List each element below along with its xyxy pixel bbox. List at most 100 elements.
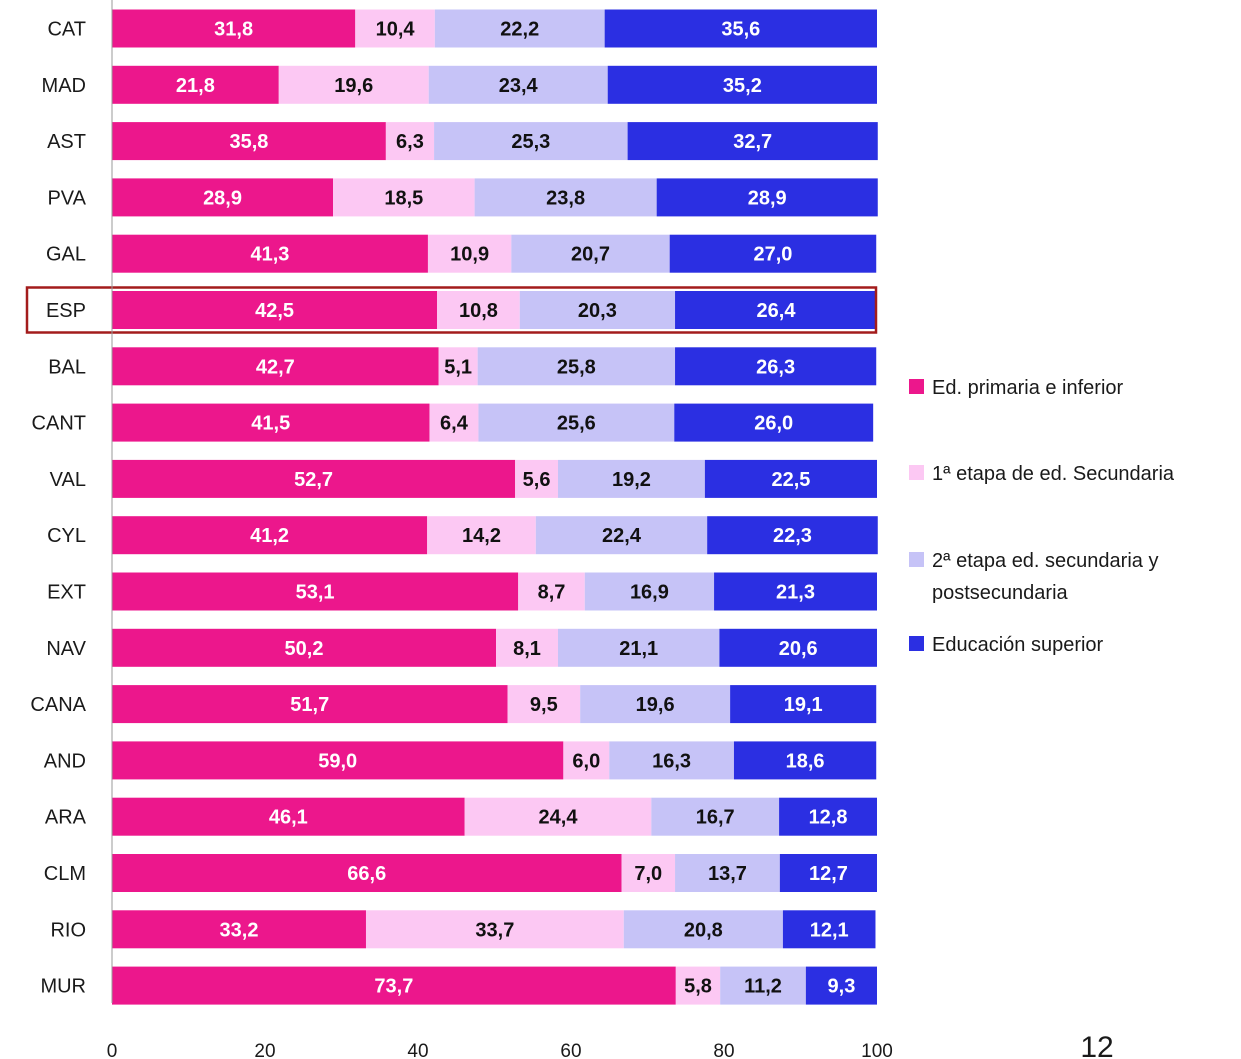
data-label: 25,8 [557, 356, 596, 378]
data-label: 8,1 [513, 638, 541, 660]
legend-label: Ed. primaria e inferior [932, 377, 1124, 399]
data-label: 16,7 [696, 807, 735, 829]
bar-segment [518, 572, 585, 611]
bar-segment [563, 741, 610, 780]
data-label: 66,6 [347, 863, 386, 885]
x-tick-label: 60 [560, 1041, 581, 1059]
category-label: VAL [50, 469, 86, 491]
bar-segment [112, 966, 676, 1005]
data-label: 5,6 [523, 469, 551, 491]
bar-segment [782, 910, 876, 949]
data-label: 20,3 [578, 300, 617, 322]
bar-segment [627, 122, 878, 161]
category-label: CANA [30, 694, 86, 716]
data-label: 14,2 [462, 525, 501, 547]
category-label: CANT [32, 413, 86, 435]
category-label: PVA [47, 187, 86, 209]
page-number: 12 [1080, 1031, 1113, 1059]
data-label: 42,7 [256, 356, 295, 378]
highlight-box [25, 286, 878, 334]
bars-group: 31,8 10,4 22,2 35,6 21,8 19,6 23,4 35,2 35,8 6,3 2… [25, 9, 878, 1005]
bar-segment [674, 403, 874, 442]
data-label: 22,4 [602, 525, 642, 547]
category-label: RIO [50, 919, 86, 941]
legend-swatch [909, 552, 924, 567]
data-label: 21,3 [776, 582, 815, 604]
category-label: AND [44, 750, 86, 772]
bar-segment [438, 347, 478, 386]
x-tick-label: 40 [407, 1041, 428, 1059]
data-label: 26,4 [757, 300, 797, 322]
bar-segment [535, 516, 708, 555]
bar-segment [427, 234, 512, 273]
bar-segment [779, 797, 877, 836]
data-label: 20,7 [571, 244, 610, 266]
bar-segment [557, 459, 705, 498]
bar-segment [720, 966, 806, 1005]
bar-segment [507, 685, 581, 724]
data-label: 23,8 [546, 187, 585, 209]
category-label: CAT [47, 19, 86, 41]
data-label: 59,0 [318, 750, 357, 772]
legend-label: 1ª etapa de ed. Secundaria [932, 463, 1175, 485]
data-label: 24,4 [539, 807, 579, 829]
bar-segment [429, 403, 479, 442]
bar-segment [434, 122, 628, 161]
data-label: 18,6 [786, 750, 825, 772]
data-label: 50,2 [285, 638, 324, 660]
bar-segment [515, 459, 558, 498]
bar-segment [779, 854, 877, 892]
bar-segment [478, 403, 675, 442]
data-label: 22,5 [771, 469, 810, 491]
bar-segment [675, 966, 721, 1005]
data-label: 9,3 [828, 976, 856, 998]
bar-segment [385, 122, 435, 161]
data-label: 16,9 [630, 582, 669, 604]
bar-segment [112, 516, 428, 555]
data-label: 6,0 [572, 750, 600, 772]
bar-segment [365, 910, 624, 949]
bar-segment [604, 9, 877, 48]
category-label: NAV [46, 638, 86, 660]
bar-segment [623, 910, 783, 949]
data-label: 25,6 [557, 413, 596, 435]
data-label: 26,3 [756, 356, 795, 378]
legend-label: Educación superior [932, 634, 1104, 656]
bar-segment [112, 572, 519, 611]
bar-segment [437, 291, 520, 329]
data-label: 28,9 [203, 187, 242, 209]
data-label: 20,6 [779, 638, 818, 660]
x-tick-label: 100 [861, 1041, 893, 1059]
bar-segment [704, 459, 877, 498]
bar-segment [675, 854, 780, 892]
data-label: 22,3 [773, 525, 812, 547]
data-label: 5,1 [444, 356, 472, 378]
bar-segment [511, 234, 670, 273]
data-label: 31,8 [214, 19, 253, 41]
data-label: 10,9 [450, 244, 489, 266]
data-label: 19,2 [612, 469, 651, 491]
data-label: 33,2 [220, 919, 259, 941]
data-label: 10,4 [376, 19, 416, 41]
legend-swatch [909, 636, 924, 651]
data-label: 41,5 [251, 413, 290, 435]
legend-swatch [909, 379, 924, 394]
data-label: 23,4 [499, 75, 539, 97]
bar-segment [112, 854, 622, 892]
data-label: 21,8 [176, 75, 215, 97]
bar-segment [621, 854, 676, 892]
category-label: ESP [46, 300, 86, 322]
data-label: 10,8 [459, 300, 498, 322]
data-label: 32,7 [733, 131, 772, 153]
bar-segment [428, 65, 608, 104]
data-label: 20,8 [684, 919, 723, 941]
bar-segment [112, 403, 430, 442]
bar-segment [656, 178, 878, 217]
bar-segment [719, 628, 877, 667]
bar-segment [496, 628, 558, 667]
bar-segment [112, 628, 497, 667]
data-label: 46,1 [269, 807, 308, 829]
bar-segment [112, 459, 516, 498]
data-label: 18,5 [384, 187, 423, 209]
